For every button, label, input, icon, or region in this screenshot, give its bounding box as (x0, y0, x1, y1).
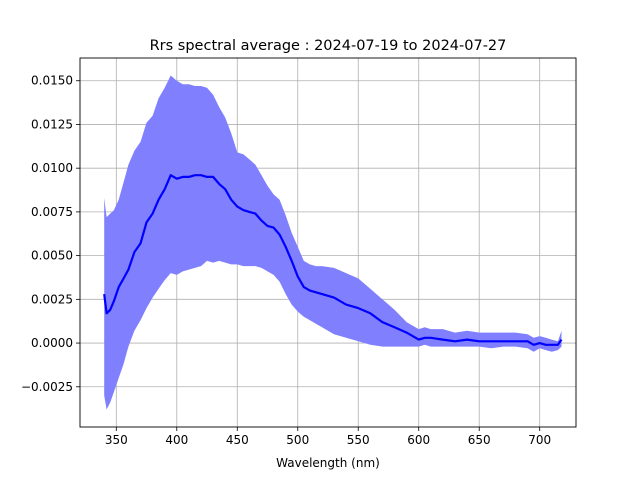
mean-line (103, 174, 563, 346)
x-axis: 350 400 450 500 550 600 650 700 (105, 427, 551, 447)
plot-frame (79, 57, 577, 428)
x-tick-label: 350 (105, 433, 128, 447)
x-axis-label: Wavelength (nm) (276, 456, 380, 470)
chart-title: Rrs spectral average : 2024-07-19 to 202… (150, 38, 507, 54)
x-tick-label: 450 (226, 433, 249, 447)
y-tick-label: 0.0000 (31, 336, 73, 350)
y-tick-label: 0.0025 (31, 292, 73, 306)
x-tick-label: 550 (347, 433, 370, 447)
range-band (104, 75, 562, 410)
x-tick-label: 400 (165, 433, 188, 447)
x-tick-label: 650 (468, 433, 491, 447)
y-tick-label: 0.0150 (31, 74, 73, 88)
y-tick-label: 0.0075 (31, 205, 73, 219)
y-tick-label: 0.0050 (31, 249, 73, 263)
y-tick-label: −0.0025 (21, 380, 73, 394)
x-tick-label: 700 (528, 433, 551, 447)
plot-area (103, 75, 563, 410)
x-tick-label: 600 (407, 433, 430, 447)
y-tick-label: 0.0125 (31, 117, 73, 131)
y-tick-label: 0.0100 (31, 161, 73, 175)
x-tick-label: 500 (286, 433, 309, 447)
y-axis: −0.0025 0.0000 0.0025 0.0050 0.0075 0.0100 0.0… (21, 74, 80, 394)
